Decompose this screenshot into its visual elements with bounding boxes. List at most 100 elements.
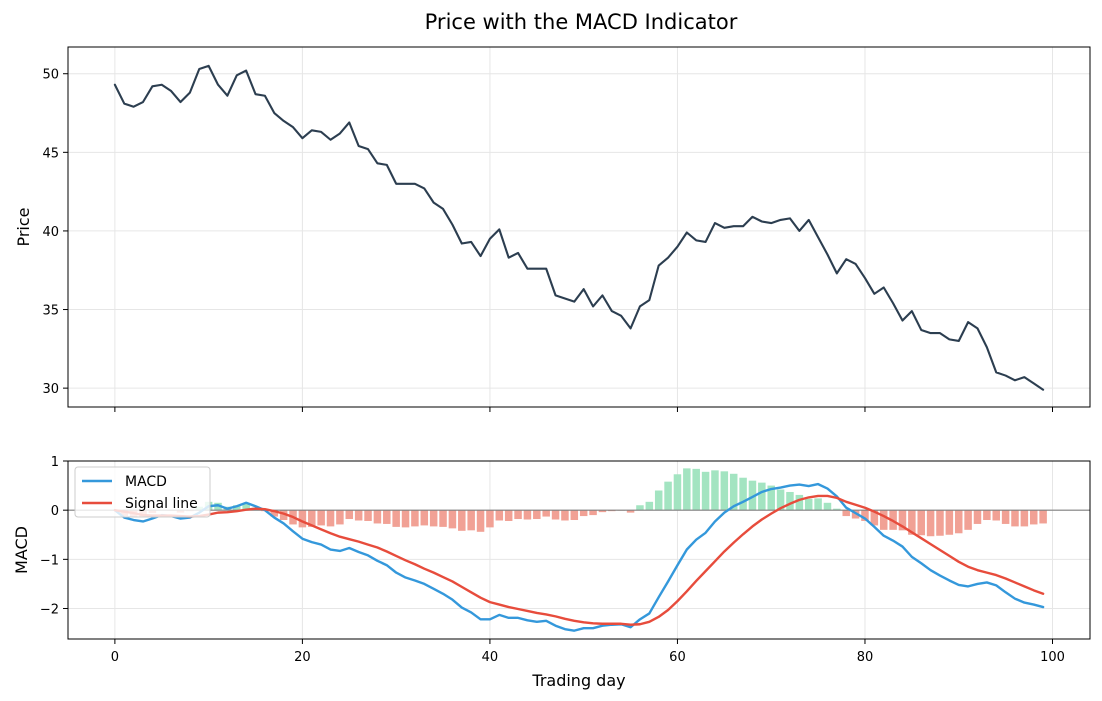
histogram-bar: [748, 480, 757, 511]
price-y-tick-label: 40: [42, 225, 59, 240]
macd-x-tick-label: 20: [294, 650, 311, 665]
histogram-bar: [898, 510, 907, 531]
macd-y-tick-label: 1: [51, 455, 59, 470]
price-y-axis-label: Price: [14, 207, 33, 246]
histogram-bar: [542, 510, 550, 517]
histogram-bar: [645, 501, 654, 511]
histogram-bar: [683, 468, 691, 511]
histogram-bar: [1039, 510, 1047, 524]
histogram-bar: [570, 510, 579, 521]
price-y-tick-label: 30: [42, 382, 59, 397]
histogram-bar: [786, 491, 794, 511]
histogram-bar: [233, 505, 241, 511]
macd-y-axis-label: MACD: [12, 526, 31, 574]
histogram-bar: [589, 510, 597, 516]
histogram-bar: [992, 510, 1000, 521]
series-line-signal-line: [113, 494, 1045, 626]
histogram-bar: [926, 510, 935, 537]
histogram-bar: [936, 510, 944, 536]
histogram-bar: [448, 510, 457, 529]
histogram-bar: [551, 510, 560, 520]
histogram-bar: [720, 471, 729, 511]
histogram-bar: [795, 494, 804, 511]
histogram-bar: [983, 510, 991, 521]
histogram-bar: [392, 510, 400, 527]
histogram-bar: [486, 510, 494, 528]
histogram-bar: [476, 510, 485, 532]
histogram-bar: [767, 485, 775, 511]
histogram-bar: [711, 470, 719, 511]
macd-legend: MACD Signal line: [74, 466, 211, 518]
histogram-bar: [495, 510, 504, 521]
histogram-bar: [1029, 510, 1038, 525]
macd-y-tick-label: −2: [40, 603, 59, 618]
histogram-bar: [692, 468, 700, 511]
histogram-bar: [908, 510, 916, 535]
histogram-bar: [879, 510, 888, 530]
histogram-bar: [561, 510, 569, 521]
histogram-bar: [336, 510, 344, 525]
histogram-bar: [1011, 510, 1019, 527]
price-ticks: 30 35 40 45 50: [42, 68, 1053, 412]
legend-frame: [74, 466, 211, 518]
macd-x-axis-label: Trading day: [531, 671, 625, 690]
histogram-bar: [514, 510, 522, 520]
histogram-bar: [598, 510, 607, 513]
histogram-bar: [467, 510, 475, 531]
histogram-bar: [814, 498, 822, 511]
histogram-bar: [270, 510, 279, 517]
price-plot-frame: [67, 46, 1091, 408]
macd-ticks: 0 20 40 60 80 100 −2 −1 0 1: [40, 455, 1065, 665]
histogram-bar: [758, 482, 766, 511]
histogram-bar: [701, 471, 710, 511]
histogram-bar: [364, 510, 372, 521]
histogram-bar: [1001, 510, 1010, 524]
histogram-bar: [533, 510, 541, 520]
histogram-bar: [973, 510, 982, 524]
series-line-macd: [113, 482, 1045, 632]
histogram-bar: [429, 510, 438, 527]
macd-y-tick-label: 0: [51, 504, 59, 519]
macd-grid: [68, 460, 1090, 639]
macd-panel: 0 20 40 60 80 100 −2 −1 0 1 MACD Trading day MACD…: [12, 455, 1091, 690]
macd-y-tick-label: −1: [40, 553, 59, 568]
histogram-bar: [242, 503, 250, 511]
histogram-bar: [654, 490, 663, 511]
price-y-tick-label: 50: [42, 68, 59, 83]
histogram-bar: [308, 510, 316, 527]
price-series-line: [113, 64, 1045, 391]
histogram-bar: [964, 510, 972, 530]
histogram-bar: [439, 510, 447, 527]
histogram-bar: [411, 510, 419, 527]
macd-x-tick-label: 60: [669, 650, 686, 665]
histogram-bar: [345, 510, 354, 520]
histogram-bar: [636, 505, 644, 511]
macd-x-tick-label: 80: [857, 650, 874, 665]
chart-title: Price with the MACD Indicator: [425, 10, 738, 34]
histogram-bar: [842, 510, 850, 517]
legend-label-signal-line: Signal line: [125, 496, 198, 512]
histogram-bar: [673, 474, 682, 511]
histogram-bar: [945, 510, 954, 535]
histogram-bar: [317, 510, 325, 526]
price-grid: [68, 47, 1090, 407]
histogram-bar: [664, 481, 672, 511]
histogram-bar: [354, 510, 363, 521]
price-y-tick-label: 45: [42, 146, 59, 161]
histogram-bar: [326, 510, 335, 527]
histogram-bar: [729, 473, 738, 511]
histogram-bar: [1020, 510, 1029, 527]
histogram-bar: [739, 477, 747, 511]
histogram-bar: [870, 510, 879, 526]
histogram-bar: [823, 502, 832, 511]
histogram-bar: [458, 510, 466, 531]
histogram-bar: [833, 508, 841, 511]
histogram-bar: [804, 498, 813, 511]
histogram-bar: [523, 510, 532, 520]
legend-label-macd: MACD: [125, 474, 167, 490]
macd-x-tick-label: 40: [482, 650, 499, 665]
macd-series: [113, 482, 1045, 632]
macd-x-tick-label: 0: [111, 650, 119, 665]
histogram-bar: [373, 510, 382, 524]
